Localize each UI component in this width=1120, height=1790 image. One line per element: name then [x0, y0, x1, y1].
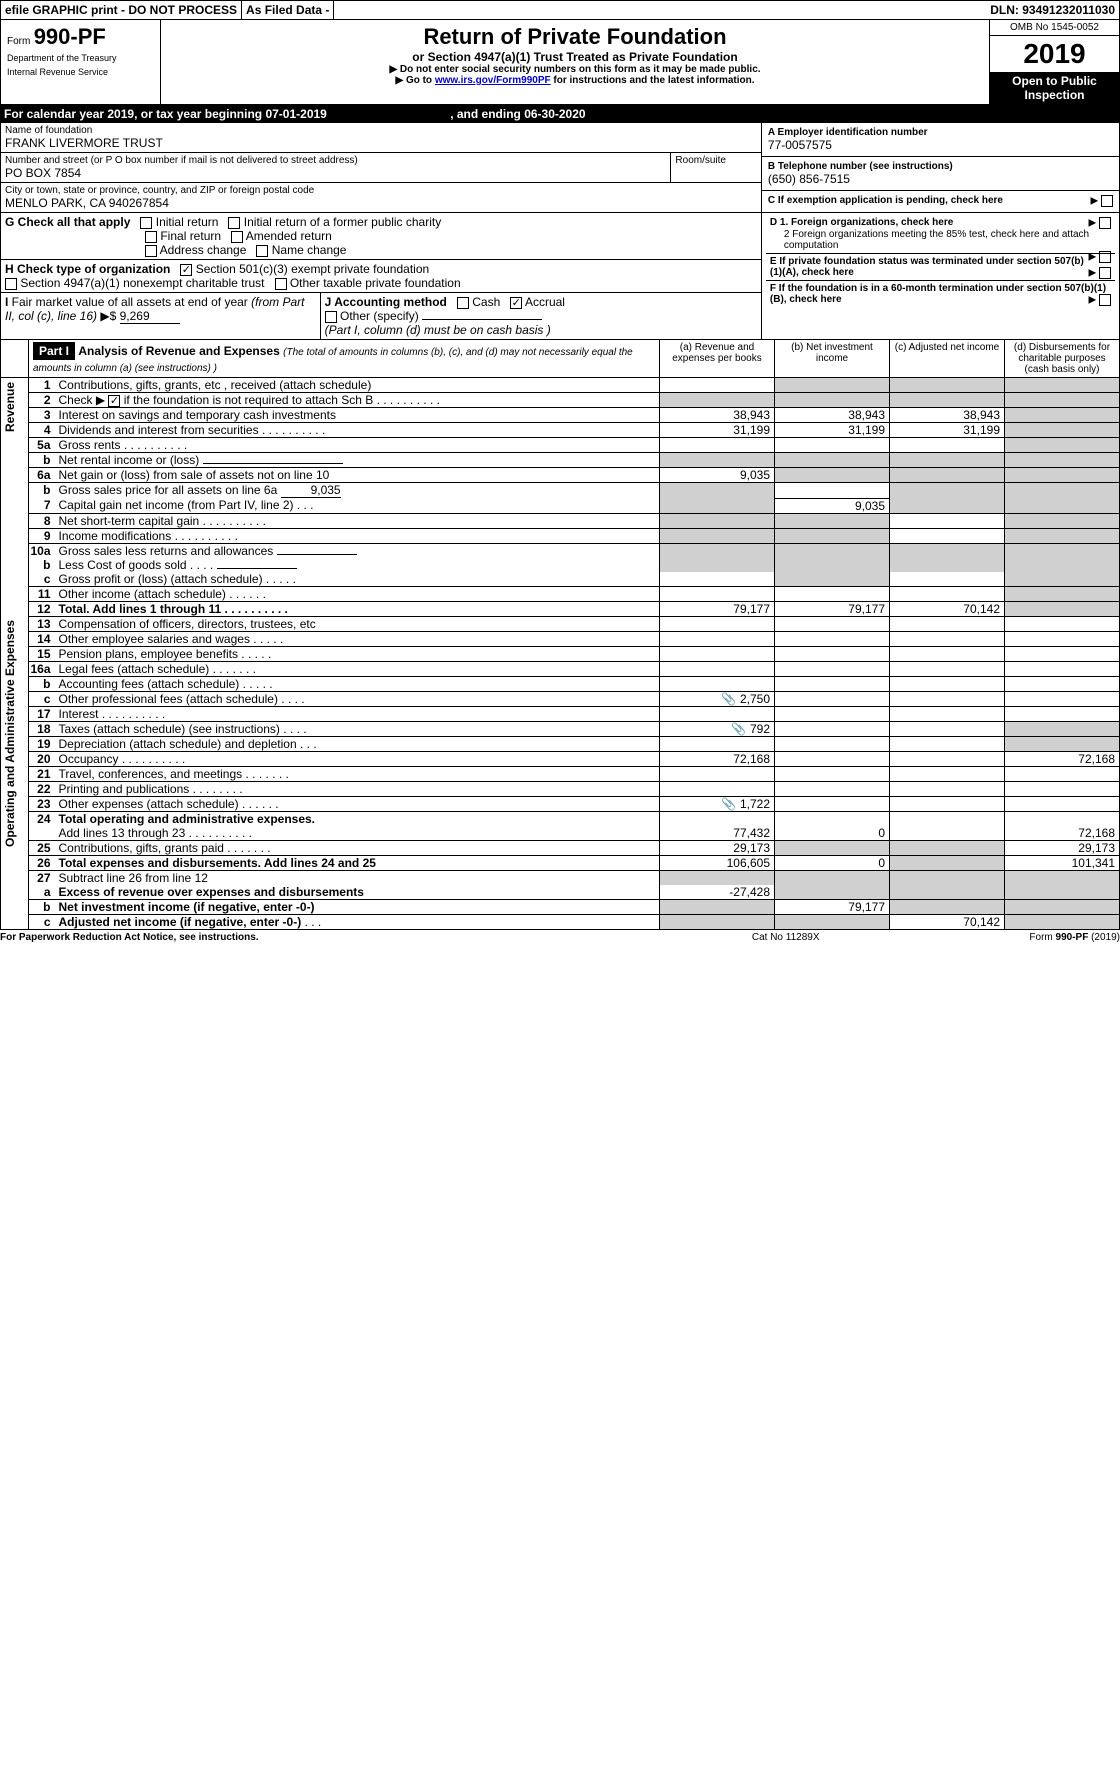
g-final[interactable]	[145, 231, 157, 243]
j-cash[interactable]	[457, 297, 469, 309]
calendar-year-line: For calendar year 2019, or tax year begi…	[0, 105, 1120, 123]
d2-checkbox[interactable]	[1099, 251, 1111, 263]
g-address[interactable]	[145, 245, 157, 257]
entity-block: Name of foundation FRANK LIVERMORE TRUST…	[0, 123, 1120, 213]
schb-checkbox[interactable]	[108, 395, 120, 407]
h-501c3[interactable]	[180, 264, 192, 276]
g-amended[interactable]	[231, 231, 243, 243]
h-section: H Check type of organization Section 501…	[1, 260, 761, 293]
phone: (650) 856-7515	[768, 172, 1113, 186]
c-checkbox[interactable]	[1101, 195, 1113, 207]
attach-icon[interactable]: 📎	[731, 722, 747, 736]
revenue-label: Revenue	[1, 378, 19, 436]
efile-notice: efile GRAPHIC print - DO NOT PROCESS	[1, 1, 242, 19]
part1-body: Revenue 1 Contributions, gifts, grants, …	[0, 378, 1120, 930]
col-d-header: (d) Disbursements for charitable purpose…	[1005, 340, 1120, 378]
footer: For Paperwork Reduction Act Notice, see …	[0, 932, 1120, 943]
attach-icon[interactable]: 📎	[721, 692, 737, 706]
f-checkbox[interactable]	[1099, 294, 1111, 306]
col-b-header: (b) Net investment income	[775, 340, 890, 378]
ein: 77-0057575	[768, 138, 1113, 152]
g-section: G Check all that apply Initial return In…	[1, 213, 761, 260]
i-value: 9,269	[120, 309, 180, 324]
form-header: Form 990-PF Department of the Treasury I…	[0, 20, 1120, 105]
form-title-cell: Return of Private Foundation or Section …	[161, 20, 990, 105]
part1-header: Part I Analysis of Revenue and Expenses …	[0, 340, 1120, 378]
as-filed-label: As Filed Data -	[242, 1, 334, 19]
checks-block: G Check all that apply Initial return In…	[0, 213, 1120, 340]
address: PO BOX 7854	[5, 166, 666, 180]
h-other-tax[interactable]	[275, 278, 287, 290]
year-cell: OMB No 1545-0052 2019 Open to Public Ins…	[990, 20, 1120, 105]
e-checkbox[interactable]	[1099, 267, 1111, 279]
city-state-zip: MENLO PARK, CA 940267854	[5, 196, 757, 210]
d1-checkbox[interactable]	[1099, 217, 1111, 229]
irs-link[interactable]: www.irs.gov/Form990PF	[435, 75, 551, 86]
expenses-label: Operating and Administrative Expenses	[1, 616, 19, 851]
g-initial-former[interactable]	[228, 217, 240, 229]
i-label: I	[5, 295, 8, 309]
dln: DLN: 93491232011030	[986, 1, 1119, 19]
foundation-name: FRANK LIVERMORE TRUST	[5, 136, 757, 150]
h-4947[interactable]	[5, 278, 17, 290]
col-c-header: (c) Adjusted net income	[890, 340, 1005, 378]
j-accrual[interactable]	[510, 297, 522, 309]
attach-icon[interactable]: 📎	[721, 797, 737, 811]
j-other[interactable]	[325, 311, 337, 323]
g-initial[interactable]	[140, 217, 152, 229]
col-a-header: (a) Revenue and expenses per books	[660, 340, 775, 378]
g-name[interactable]	[256, 245, 268, 257]
form-id-cell: Form 990-PF Department of the Treasury I…	[1, 20, 161, 105]
top-header: efile GRAPHIC print - DO NOT PROCESS As …	[0, 0, 1120, 20]
